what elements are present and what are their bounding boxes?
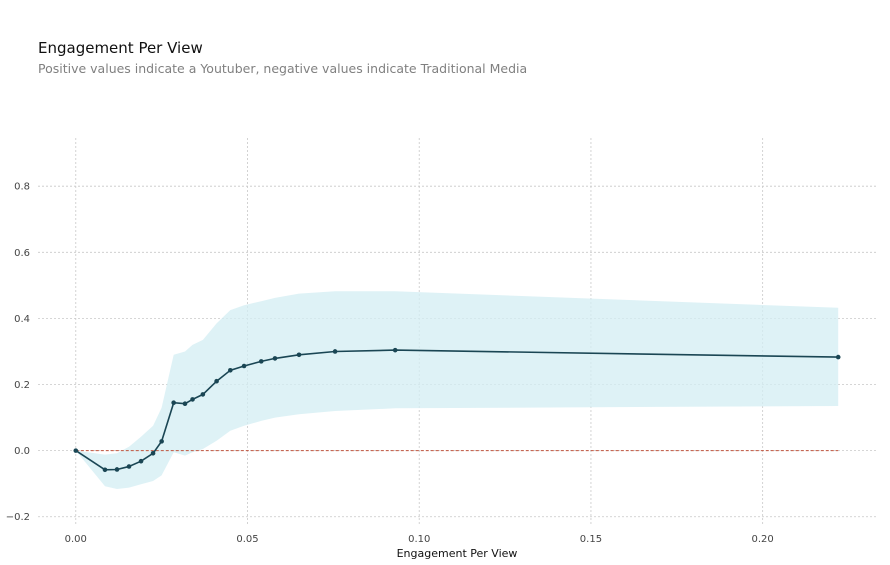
y-tick-label: 0.0 [14, 446, 30, 457]
data-point [150, 450, 156, 456]
y-tick-label: 0.8 [14, 182, 30, 193]
data-point [332, 349, 338, 354]
data-point [114, 467, 120, 472]
x-tick-label: 0.20 [752, 534, 774, 545]
x-tick-label: 0.05 [236, 534, 258, 545]
data-point [171, 400, 176, 405]
confidence-band-group [75, 291, 839, 489]
data-point [241, 363, 247, 369]
data-point [182, 401, 188, 406]
x-axis-label: Engagement Per View [397, 547, 518, 560]
data-point [272, 356, 278, 361]
data-point [138, 458, 144, 464]
x-tick-label: 0.00 [65, 534, 87, 545]
data-point [200, 392, 206, 397]
data-point [228, 368, 233, 373]
data-point [159, 439, 164, 444]
data-point [835, 354, 841, 360]
data-points-group [73, 347, 841, 473]
chart-subtitle: Positive values indicate a Youtuber, neg… [38, 61, 528, 76]
y-tick-label: 0.2 [14, 380, 30, 391]
chart-title: Engagement Per View [38, 39, 203, 57]
data-point [102, 467, 108, 473]
data-point [214, 378, 219, 384]
y-tick-label: −0.2 [6, 512, 30, 523]
data-point [190, 397, 195, 402]
data-point [392, 347, 398, 353]
data-point [296, 352, 302, 358]
x-tick-label: 0.10 [408, 534, 430, 545]
data-point [73, 448, 79, 453]
data-point [258, 359, 264, 364]
x-tick-labels: 0.00 0.05 0.10 0.15 0.20 [65, 534, 774, 545]
data-point [126, 464, 132, 469]
y-tick-labels: −0.2 0.0 0.2 0.4 0.6 0.8 [6, 182, 30, 524]
y-tick-label: 0.6 [14, 248, 30, 259]
x-tick-label: 0.15 [580, 534, 602, 545]
y-tick-label: 0.4 [14, 314, 30, 325]
confidence-band [75, 291, 839, 489]
